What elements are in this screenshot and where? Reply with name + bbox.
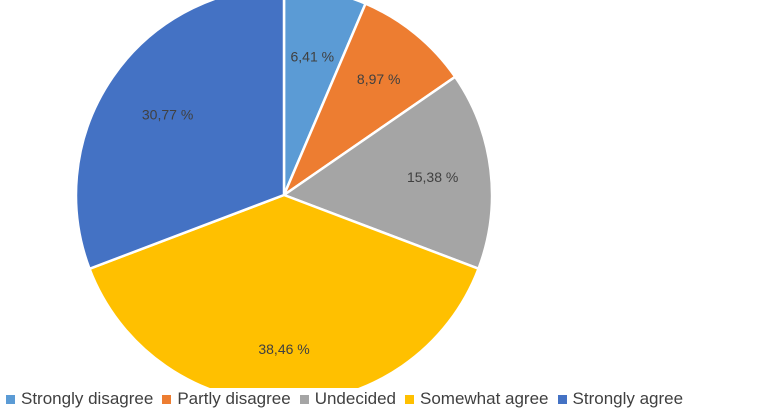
legend-item-undecided: Undecided	[299, 389, 396, 409]
pie-slice-partly-disagree	[281, 2, 457, 199]
data-label: 30,77 %	[142, 107, 193, 123]
legend-swatch	[404, 394, 414, 404]
legend-label: Partly disagree	[177, 389, 291, 408]
pie-chart: 6,41 % 8,97 % 15,38 % 38,46 % 30,77 %	[74, 0, 494, 388]
legend-swatch	[6, 394, 15, 404]
legend-label: Strongly agree	[572, 389, 684, 408]
pie-slices	[74, 0, 494, 388]
data-label: 8,97 %	[357, 71, 401, 87]
legend-swatch	[299, 394, 309, 404]
legend-swatch	[162, 394, 172, 404]
legend: Strongly disagree Partly disagree Undeci…	[6, 389, 692, 409]
legend-item-strongly-agree: Strongly agree	[557, 389, 684, 409]
legend-item-partly-disagree: Partly disagree	[162, 389, 291, 409]
data-label: 6,41 %	[290, 48, 334, 64]
legend-label: Somewhat agree	[419, 389, 549, 408]
legend-item-strongly-disagree: Strongly disagree	[6, 389, 153, 409]
legend-label: Undecided	[314, 389, 396, 408]
pie-slice-strongly-agree	[74, 0, 286, 271]
data-label: 38,46 %	[258, 341, 309, 357]
pie-slice-somewhat-agree	[87, 193, 481, 388]
legend-swatch	[557, 394, 567, 404]
data-label: 15,38 %	[407, 169, 458, 185]
legend-label: Strongly disagree	[21, 389, 154, 408]
pie-labels: 6,41 % 8,97 % 15,38 % 38,46 % 30,77 %	[142, 48, 458, 357]
legend-item-somewhat-agree: Somewhat agree	[404, 389, 549, 409]
pie-slice-undecided	[281, 75, 494, 271]
